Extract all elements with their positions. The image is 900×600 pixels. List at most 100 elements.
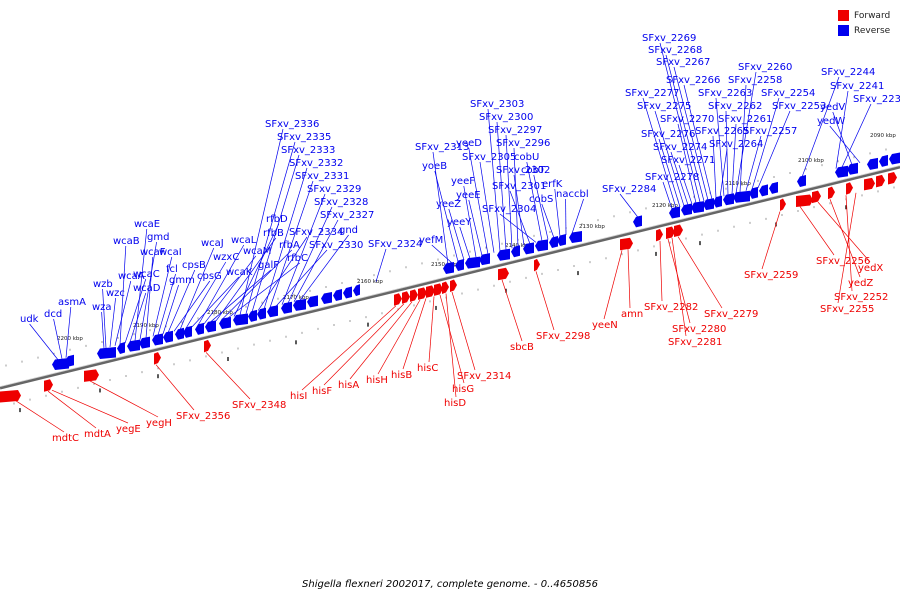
reverse-gene-arrow (183, 325, 192, 338)
reverse-gene-arrow (879, 154, 888, 167)
reverse-label-line (496, 121, 507, 250)
scale-label: 2110 kbp (725, 181, 751, 187)
reverse-gene-arrow (535, 239, 548, 252)
reverse-gene-arrow (797, 175, 806, 188)
reverse-gene-label: wcaC (133, 269, 160, 280)
reverse-label-line (179, 247, 215, 330)
forward-label-line (205, 352, 251, 400)
reverse-gene-arrow (633, 215, 642, 228)
legend-reverse-swatch (838, 25, 849, 36)
reverse-gene-label: SFxv_2305 (462, 152, 516, 163)
forward-gene-arrow (888, 171, 897, 185)
reverse-gene-label: wcaM (243, 246, 271, 257)
reverse-gene-label: cpsG (197, 271, 222, 282)
reverse-gene-arrow (52, 357, 69, 370)
reverse-label-line (829, 125, 861, 164)
forward-gene-label: hisB (391, 370, 412, 381)
reverse-label-line (167, 269, 196, 333)
reverse-label-line (162, 284, 179, 335)
reverse-gene-label: SFxv_2260 (738, 62, 792, 73)
reverse-label-line (263, 167, 308, 310)
forward-gene-label: hisF (312, 386, 332, 397)
forward-gene-label: SFxv_2280 (672, 324, 726, 335)
reverse-gene-label: wcaA (118, 271, 145, 282)
forward-gene-label: SFxv_2259 (744, 270, 798, 281)
reverse-gene-label: wcaJ (201, 238, 224, 249)
reverse-gene-label: wcaD (133, 283, 161, 294)
legend-reverse: Reverse (838, 23, 890, 38)
scale-label: 2200 kbp (57, 336, 83, 342)
forward-gene-arrow (876, 174, 885, 188)
reverse-gene-label: SFxv_2278 (645, 172, 699, 183)
reverse-gene-label: SFxv_2265 (695, 126, 749, 137)
forward-label-line (451, 291, 476, 371)
reverse-gene-arrow (847, 162, 858, 175)
reverse-gene-arrow (733, 190, 750, 203)
reverse-label-line (735, 71, 757, 194)
reverse-label-line (662, 181, 673, 210)
reverse-gene-label: wzb (93, 279, 113, 290)
forward-gene-arrow (828, 186, 835, 200)
forward-gene-label: SFxv_2256 (816, 256, 870, 267)
reverse-label-line (513, 147, 519, 247)
reverse-gene-label: wcaL (231, 235, 257, 246)
reverse-gene-arrow (233, 313, 248, 326)
forward-gene-arrow (442, 281, 449, 294)
reverse-label-line (757, 110, 791, 189)
legend: Forward Reverse (838, 8, 890, 38)
forward-gene-arrow (620, 237, 633, 251)
scale-label: 2120 kbp (652, 203, 678, 209)
reverse-gene-arrow (248, 309, 257, 322)
reverse-gene-label: cobT (521, 165, 546, 176)
forward-gene-arrow (780, 198, 786, 211)
reverse-gene-label: SFxv_2284 (602, 184, 656, 195)
reverse-gene-label: SFxv_2271 (661, 155, 715, 166)
legend-forward-swatch (838, 10, 849, 21)
scale-ticks-bottom (13, 186, 895, 413)
forward-gene-arrows (0, 171, 897, 403)
forward-gene-label: yeeN (592, 320, 618, 331)
reverse-label-line (642, 97, 677, 209)
forward-gene-arrow (656, 228, 663, 242)
legend-reverse-label: Reverse (854, 25, 891, 36)
reverse-label-line (251, 154, 300, 313)
reverse-label-line (287, 206, 333, 304)
reverse-label-line (659, 42, 701, 203)
forward-gene-label: mdtC (52, 433, 79, 444)
reverse-gene-arrow (749, 186, 758, 199)
forward-label-line (47, 390, 97, 429)
reverse-gene-label: wcaE (134, 219, 160, 230)
scale-label: 2190 kbp (133, 323, 159, 329)
reverse-label-line (209, 269, 272, 323)
reverse-gene-arrow (321, 291, 332, 304)
reverse-gene-label: SFxv_2262 (708, 101, 762, 112)
forward-gene-arrow (846, 182, 853, 195)
forward-gene-label: yegE (116, 424, 141, 435)
reverse-gene-label: wcaF (140, 247, 166, 258)
forward-gene-label: SFxv_2282 (644, 302, 698, 313)
scale-label: 2150 kbp (431, 262, 457, 268)
reverse-label-line (275, 249, 328, 307)
reverse-gene-arrow (307, 295, 318, 308)
forward-gene-arrow (44, 379, 53, 392)
forward-label-line (13, 399, 65, 433)
forward-label-line (323, 303, 405, 386)
reverse-label-line (745, 135, 762, 191)
forward-gene-arrow (434, 283, 443, 296)
reverse-gene-label: SFxv_2275 (637, 101, 691, 112)
reverse-gene-label: SFxv_2276 (641, 129, 695, 140)
reverse-gene-label: gmm (169, 275, 195, 286)
reverse-gene-label: SFxv_2332 (289, 158, 343, 169)
reverse-label-line (215, 237, 277, 322)
reverse-gene-label: yefM (419, 235, 443, 246)
reverse-gene-label: SFxv_2269 (642, 33, 696, 44)
genome-caption: Shigella flexneri 2002017, complete geno… (302, 579, 598, 590)
reverse-label-line (533, 174, 549, 240)
reverse-label-line (673, 66, 709, 201)
reverse-gene-label: SFxv_2301 (492, 181, 546, 192)
reverse-gene-label: SFxv_2264 (709, 139, 763, 150)
reverse-gene-arrow (257, 307, 266, 320)
reverse-label-line (185, 261, 227, 329)
reverse-label-line (459, 226, 471, 259)
reverse-label-line (719, 148, 728, 198)
